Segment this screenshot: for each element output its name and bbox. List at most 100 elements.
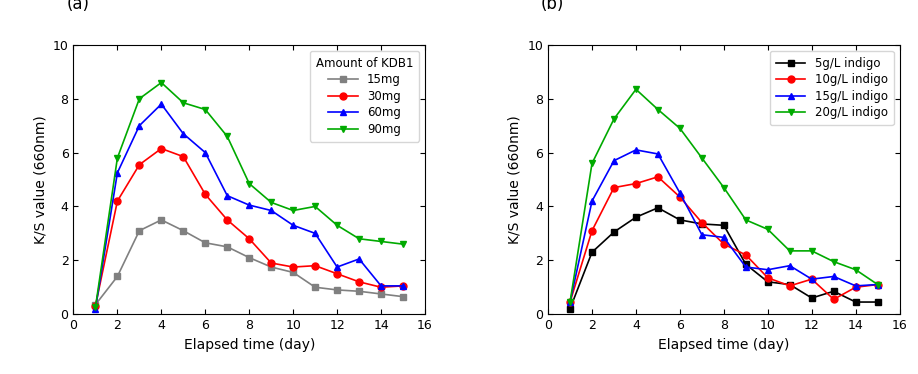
Line: 15mg: 15mg xyxy=(92,217,407,308)
5g/L indigo xyxy=(697,222,708,226)
10g/L indigo xyxy=(675,195,686,199)
20g/L indigo xyxy=(762,227,773,232)
60mg xyxy=(287,223,298,227)
90mg xyxy=(90,305,101,310)
Line: 20g/L indigo: 20g/L indigo xyxy=(566,86,881,306)
20g/L indigo xyxy=(872,282,883,287)
60mg xyxy=(331,265,342,269)
Y-axis label: K/S value (660nm): K/S value (660nm) xyxy=(508,115,521,244)
5g/L indigo xyxy=(740,262,751,267)
90mg xyxy=(331,223,342,227)
20g/L indigo xyxy=(828,260,839,264)
5g/L indigo xyxy=(828,289,839,294)
30mg xyxy=(243,236,254,241)
15mg xyxy=(265,265,276,269)
15g/L indigo xyxy=(653,152,664,156)
90mg xyxy=(265,200,276,205)
60mg xyxy=(156,102,167,106)
10g/L indigo xyxy=(653,175,664,179)
20g/L indigo xyxy=(719,186,730,190)
15mg xyxy=(90,303,101,307)
20g/L indigo xyxy=(740,218,751,222)
30mg xyxy=(375,285,386,289)
60mg xyxy=(353,257,364,261)
15mg xyxy=(200,240,211,245)
15g/L indigo xyxy=(719,235,730,240)
20g/L indigo xyxy=(850,267,861,272)
15g/L indigo xyxy=(784,263,795,268)
10g/L indigo xyxy=(850,285,861,289)
Line: 5g/L indigo: 5g/L indigo xyxy=(566,204,881,312)
X-axis label: Elapsed time (day): Elapsed time (day) xyxy=(184,338,315,352)
30mg xyxy=(287,265,298,269)
10g/L indigo xyxy=(697,220,708,225)
Y-axis label: K/S value (660nm): K/S value (660nm) xyxy=(33,115,47,244)
60mg xyxy=(265,208,276,213)
90mg xyxy=(134,96,145,101)
15mg xyxy=(353,289,364,294)
15mg xyxy=(375,292,386,296)
15mg xyxy=(222,245,233,249)
Text: (a): (a) xyxy=(66,0,89,13)
90mg xyxy=(200,107,211,112)
15mg xyxy=(134,229,145,233)
Legend: 15mg, 30mg, 60mg, 90mg: 15mg, 30mg, 60mg, 90mg xyxy=(309,51,420,142)
15mg xyxy=(309,285,320,289)
10g/L indigo xyxy=(828,297,839,301)
90mg xyxy=(309,204,320,209)
15g/L indigo xyxy=(631,148,642,152)
5g/L indigo xyxy=(565,307,576,311)
90mg xyxy=(156,80,167,85)
X-axis label: Elapsed time (day): Elapsed time (day) xyxy=(658,338,789,352)
30mg xyxy=(134,162,145,167)
90mg xyxy=(222,134,233,139)
15mg xyxy=(287,270,298,275)
90mg xyxy=(287,208,298,213)
10g/L indigo xyxy=(587,229,598,233)
90mg xyxy=(112,156,123,160)
15g/L indigo xyxy=(697,233,708,237)
90mg xyxy=(243,181,254,186)
90mg xyxy=(375,239,386,244)
30mg xyxy=(331,272,342,276)
20g/L indigo xyxy=(587,161,598,166)
60mg xyxy=(112,171,123,175)
20g/L indigo xyxy=(806,249,817,253)
90mg xyxy=(178,101,189,105)
Text: (b): (b) xyxy=(541,0,565,13)
5g/L indigo xyxy=(609,230,620,234)
5g/L indigo xyxy=(806,296,817,300)
10g/L indigo xyxy=(631,181,642,186)
5g/L indigo xyxy=(675,218,686,222)
60mg xyxy=(90,307,101,311)
30mg xyxy=(90,304,101,308)
30mg xyxy=(397,283,409,288)
15g/L indigo xyxy=(762,267,773,272)
15g/L indigo xyxy=(587,199,598,203)
20g/L indigo xyxy=(697,156,708,160)
60mg xyxy=(200,150,211,155)
Line: 90mg: 90mg xyxy=(92,79,407,311)
5g/L indigo xyxy=(587,250,598,254)
15g/L indigo xyxy=(740,265,751,269)
15g/L indigo xyxy=(828,274,839,279)
15g/L indigo xyxy=(872,282,883,287)
30mg xyxy=(222,218,233,222)
30mg xyxy=(265,261,276,265)
20g/L indigo xyxy=(675,126,686,131)
90mg xyxy=(397,242,409,246)
10g/L indigo xyxy=(762,276,773,280)
10g/L indigo xyxy=(719,242,730,246)
10g/L indigo xyxy=(784,283,795,288)
Legend: 5g/L indigo, 10g/L indigo, 15g/L indigo, 20g/L indigo: 5g/L indigo, 10g/L indigo, 15g/L indigo,… xyxy=(770,51,894,125)
30mg xyxy=(353,280,364,284)
5g/L indigo xyxy=(762,280,773,284)
15mg xyxy=(156,218,167,222)
5g/L indigo xyxy=(872,300,883,304)
60mg xyxy=(397,283,409,288)
Line: 15g/L indigo: 15g/L indigo xyxy=(566,147,881,306)
15mg xyxy=(243,255,254,260)
15g/L indigo xyxy=(806,277,817,281)
60mg xyxy=(375,283,386,288)
Line: 60mg: 60mg xyxy=(92,101,407,312)
